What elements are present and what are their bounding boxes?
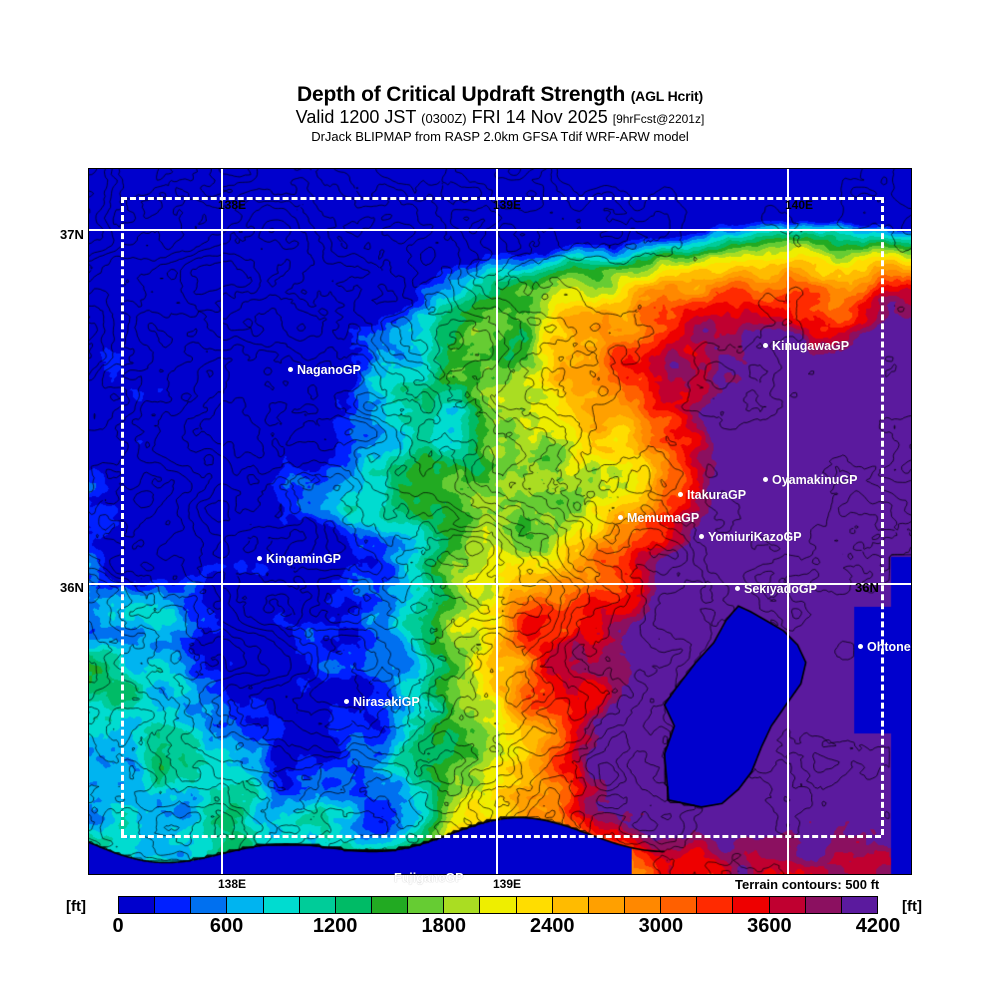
colorbar-tick-1800: 1800	[421, 915, 466, 937]
lon-label-138E-0: 138E	[218, 198, 247, 212]
colorbar-tick-3600: 3600	[747, 915, 792, 937]
colorbar-tick-1200: 1200	[312, 915, 358, 937]
colorbar-swatches	[118, 896, 878, 914]
site-marker-Ohtone[interactable]: Ohtone	[858, 641, 911, 654]
valid-date: FRI 14 Nov 2025	[471, 107, 608, 128]
lon-label-139E-1: 139E	[493, 198, 522, 212]
site-dot-icon	[735, 586, 740, 592]
valid-utc: (0300Z)	[421, 111, 467, 127]
colorbar-tick-2400: 2400	[530, 915, 575, 937]
colorbar-swatch-14	[624, 897, 662, 913]
colorbar-swatch-7	[371, 897, 409, 913]
title-main-suffix: (AGL Hcrit)	[630, 88, 703, 104]
site-label: YomiuriKazoGP	[708, 530, 802, 544]
colorbar-swatch-3	[227, 897, 264, 913]
site-label: Ohtone	[867, 640, 911, 654]
site-dot-icon	[618, 515, 623, 521]
site-dot-icon	[763, 343, 768, 349]
colorbar-swatch-1	[155, 897, 192, 913]
site-label: KinugawaGP	[772, 339, 850, 353]
colorbar-tick-3000: 3000	[638, 915, 684, 937]
site-marker-MemumaGP[interactable]: MemumaGP	[618, 512, 699, 525]
site-marker-NirasakiGP[interactable]: NirasakiGP	[344, 696, 420, 709]
site-label: KingaminGP	[266, 552, 342, 566]
site-dot-icon	[385, 875, 390, 881]
lon-label-138E-3: 138E	[218, 877, 247, 891]
updraft-depth-heatmap	[89, 169, 911, 874]
site-dot-icon	[288, 367, 293, 373]
terrain-contour-note: Terrain contours: 500 ft	[735, 877, 880, 892]
colorbar-swatch-18	[769, 897, 806, 913]
colorbar-swatch-9	[444, 897, 481, 913]
site-label: FujiganeGP	[394, 871, 464, 885]
site-marker-NaganoGP[interactable]: NaganoGP	[288, 364, 361, 377]
site-label: OyamakinuGP	[772, 473, 858, 487]
map-plot-area[interactable]	[88, 168, 912, 875]
site-marker-YomiuriKazoGP[interactable]: YomiuriKazoGP	[699, 531, 802, 544]
colorbar-swatch-8	[408, 897, 445, 913]
page-title: Depth of Critical Updraft Strength (AGL …	[0, 83, 1000, 106]
colorbar-swatch-16	[697, 897, 734, 913]
colorbar-swatch-17	[733, 897, 770, 913]
colorbar-tick-600: 600	[209, 915, 244, 937]
colorbar-swatch-4	[263, 897, 300, 913]
title-block: Depth of Critical Updraft Strength (AGL …	[0, 83, 1000, 144]
lon-label-140E-2: 140E	[785, 198, 814, 212]
forecast-tag: [9hrFcst@2201z]	[612, 112, 705, 127]
title-main-text: Depth of Critical Updraft Strength	[297, 83, 626, 106]
colorbar-swatch-12	[552, 897, 589, 913]
site-label: ItakuraGP	[687, 488, 747, 502]
site-label: NaganoGP	[297, 363, 361, 377]
site-marker-FujiganeGP[interactable]: FujiganeGP	[385, 872, 463, 885]
colorbar-swatch-13	[588, 897, 625, 913]
site-dot-icon	[344, 699, 349, 705]
site-marker-ItakuraGP[interactable]: ItakuraGP	[678, 489, 746, 502]
site-marker-OyamakinuGP[interactable]: OyamakinuGP	[763, 474, 857, 487]
colorbar-swatch-2	[191, 897, 228, 913]
colorbar-tick-0: 0	[112, 915, 124, 937]
site-dot-icon	[858, 644, 863, 650]
colorbar-legend: [ft] [ft] 0 600 1200 1800 2400 3000 3600 4200	[0, 896, 1000, 946]
site-marker-SekiyadoGP[interactable]: SekiyadoGP	[735, 583, 817, 596]
colorbar-swatch-5	[299, 897, 336, 913]
site-dot-icon	[763, 477, 768, 483]
subdomain-box-left	[121, 197, 124, 835]
subdomain-box-top	[121, 197, 881, 200]
site-marker-KinugawaGP[interactable]: KinugawaGP	[763, 340, 849, 353]
model-line: DrJack BLIPMAP from RASP 2.0km GFSA Tdif…	[311, 128, 689, 144]
site-dot-icon	[257, 556, 262, 562]
colorbar-swatch-20	[841, 897, 877, 913]
colorbar-swatch-19	[805, 897, 842, 913]
lat-label-36N-2: 36N	[855, 580, 879, 595]
colorbar-swatch-0	[119, 897, 156, 913]
lon-label-139E-4: 139E	[493, 877, 522, 891]
colorbar-unit-left: [ft]	[66, 898, 86, 915]
subdomain-box-bottom	[121, 835, 881, 838]
colorbar-swatch-10	[480, 897, 517, 913]
lat-label-36N-1: 36N	[60, 580, 84, 595]
site-marker-KingaminGP[interactable]: KingaminGP	[257, 553, 341, 566]
site-label: NirasakiGP	[353, 695, 420, 709]
colorbar-tick-labels: 0 600 1200 1800 2400 3000 3600 4200	[0, 915, 1000, 943]
site-dot-icon	[699, 534, 704, 540]
colorbar-tick-4200: 4200	[855, 915, 901, 937]
colorbar-swatch-11	[516, 897, 553, 913]
site-label: MemumaGP	[627, 511, 700, 525]
colorbar-swatch-6	[335, 897, 372, 913]
valid-prefix: Valid 1200 JST	[295, 107, 417, 128]
site-dot-icon	[678, 492, 683, 498]
site-label: SekiyadoGP	[744, 582, 817, 596]
lat-label-37N-0: 37N	[60, 227, 84, 242]
colorbar-unit-right: [ft]	[902, 898, 922, 915]
colorbar-swatch-15	[661, 897, 698, 913]
valid-time-line: Valid 1200 JST (0300Z) FRI 14 Nov 2025 […	[0, 107, 1000, 128]
subdomain-box-right	[881, 197, 884, 835]
